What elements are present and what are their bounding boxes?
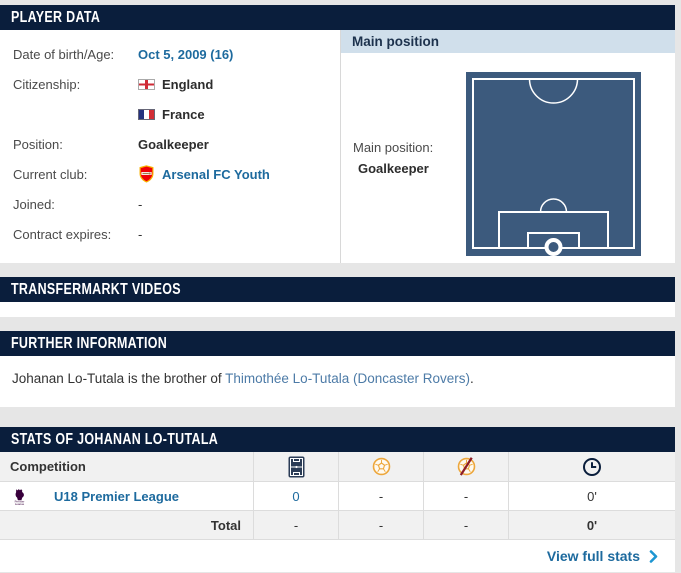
minutes-column-header [508,452,675,481]
matches-value-cell: 0 [253,482,338,510]
stats-table-row: Premier League U18 Premier League 0 - - … [0,482,675,511]
competition-link[interactable]: U18 Premier League [54,488,180,504]
row-joined: Joined: - [0,189,340,219]
goals-value-cell: - [338,482,423,510]
stats-box: STATS OF JOHANAN LO-TUTALA Competition [0,427,675,572]
brother-link[interactable]: Thimothée Lo-Tutala (Doncaster Rovers) [225,371,470,386]
stats-table-header: Competition [0,452,675,482]
player-data-fields: Date of birth/Age: Oct 5, 2009 (16) Citi… [0,30,340,263]
further-info-title: FURTHER INFORMATION [11,334,168,352]
row-position: Position: Goalkeeper [0,129,340,159]
total-goals-value: - [378,517,384,533]
contract-expires-value: - [138,226,143,242]
total-matches-value: - [293,517,299,533]
birthdate-label: Date of birth/Age: [13,46,115,62]
row-current-club: Current club: Arsenal FC Youth [0,159,340,189]
row-contract-expires: Contract expires: - [0,219,340,249]
arsenal-crest-icon [138,165,155,183]
further-info-box: FURTHER INFORMATION Johanan Lo-Tutala is… [0,331,675,407]
citizenship-value-2: France [162,106,205,122]
position-label: Position: [13,136,63,152]
goals-column-header [338,452,423,481]
competition-column-header: Competition [10,459,86,474]
contract-expires-label: Contract expires: [13,226,112,242]
videos-header: TRANSFERMARKT VIDEOS [0,277,675,302]
view-full-stats-link[interactable]: View full stats [546,548,640,564]
total-clean-sheets-value: - [463,517,469,533]
total-minutes-value: 0' [586,517,598,533]
current-club-link[interactable]: Arsenal FC Youth [162,166,270,182]
spacer [0,263,675,277]
clean-sheets-value: - [463,488,469,504]
further-info-text: Johanan Lo-Tutala is the brother of [12,371,226,386]
position-value: Goalkeeper [138,136,209,152]
total-label-cell: Total [210,517,241,533]
main-position-value: Goalkeeper [358,161,429,176]
joined-label: Joined: [13,196,55,212]
row-birthdate: Date of birth/Age: Oct 5, 2009 (16) [0,39,340,69]
stats-footer: View full stats [0,540,675,572]
total-clean-sheets-cell: - [423,511,508,539]
further-info-text-end: . [470,371,474,386]
further-info-body: Johanan Lo-Tutala is the brother of Thim… [0,356,675,407]
player-data-box: PLAYER DATA Date of birth/Age: Oct 5, 20… [0,5,675,263]
clean-sheets-column-header [423,452,508,481]
videos-title: TRANSFERMARKT VIDEOS [11,280,181,298]
main-position-panel-title: Main position [341,30,675,53]
stats-total-row: Total - - - 0' [0,511,675,540]
clean-sheets-icon [457,457,476,476]
further-info-header: FURTHER INFORMATION [0,331,675,356]
france-flag-icon [138,108,155,120]
birthdate-link[interactable]: Oct 5, 2009 (16) [138,46,234,62]
current-club-label: Current club: [13,166,88,182]
main-position-panel-body: Main position: Goalkeeper [341,53,675,263]
row-citizenship: Citizenship: England [0,69,340,99]
svg-text:Premier: Premier [15,499,25,503]
page: PLAYER DATA Date of birth/Age: Oct 5, 20… [0,5,675,572]
joined-value: - [138,196,143,212]
clean-sheets-value-cell: - [423,482,508,510]
total-goals-cell: - [338,511,423,539]
matches-value-link[interactable]: 0 [292,488,300,504]
england-flag-icon [138,78,155,90]
goals-value: - [378,488,384,504]
row-citizenship-2: France [0,99,340,129]
minutes-value: 0' [587,488,597,504]
main-position-label: Main position: [353,140,434,155]
stats-title: STATS OF JOHANAN LO-TUTALA [11,430,219,448]
position-pitch-diagram [466,71,641,259]
svg-text:League: League [15,501,25,504]
main-position-text: Main position: Goalkeeper [341,137,466,179]
premier-league-logo-icon: Premier League [13,488,26,505]
minutes-value-cell: 0' [508,482,675,510]
chevron-right-icon[interactable] [649,549,658,563]
spacer [0,407,675,427]
competition-cell: Premier League U18 Premier League [0,482,253,510]
total-minutes-cell: 0' [508,511,675,539]
citizenship-label: Citizenship: [13,76,81,92]
citizenship-value: England [162,76,214,92]
spacer [0,317,675,331]
videos-box: TRANSFERMARKT VIDEOS [0,277,675,317]
player-data-title: PLAYER DATA [11,8,101,26]
goals-icon [372,457,391,476]
total-matches-cell: - [253,511,338,539]
matches-column-header [253,452,338,481]
main-position-panel: Main position Main position: Goalkeeper [340,30,675,263]
matches-icon [288,456,305,478]
player-data-body: Date of birth/Age: Oct 5, 2009 (16) Citi… [0,30,675,263]
goalkeeper-position-marker [544,237,563,256]
minutes-played-icon [582,457,602,477]
player-data-header: PLAYER DATA [0,5,675,30]
stats-header: STATS OF JOHANAN LO-TUTALA [0,427,675,452]
videos-body [0,302,675,317]
